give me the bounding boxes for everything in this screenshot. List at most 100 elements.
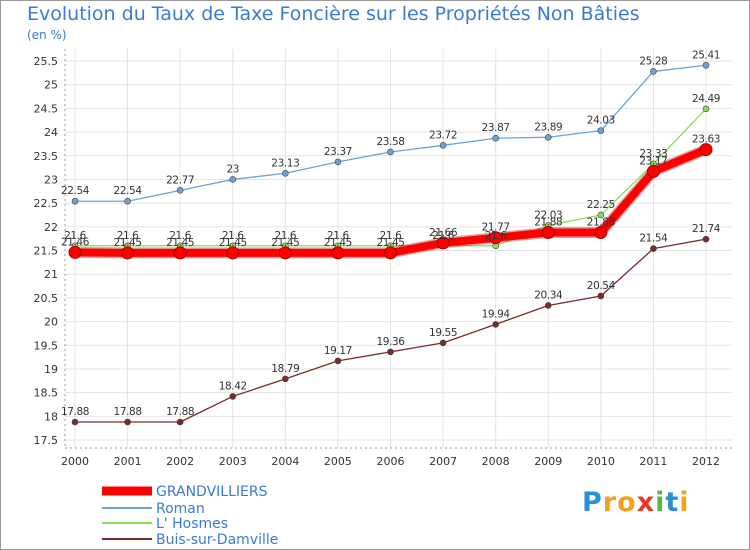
data-label: 23.72	[429, 129, 457, 141]
data-label: 25.41	[692, 49, 720, 61]
data-point	[282, 169, 289, 177]
data-point	[282, 375, 289, 383]
x-tick-label: 2007	[429, 455, 457, 468]
y-tick-label: 24	[44, 126, 58, 139]
data-label: 21.6	[274, 230, 296, 242]
data-label: 21.6	[380, 230, 402, 242]
x-tick-label: 2011	[639, 455, 667, 468]
data-label: 24.49	[692, 93, 720, 105]
data-label: 22.77	[166, 174, 194, 186]
grid-lines	[65, 49, 732, 448]
data-label: 22.25	[587, 199, 615, 211]
axes	[64, 49, 732, 449]
data-label: 21.6	[64, 230, 86, 242]
y-tick-label: 19	[44, 363, 58, 376]
data-label: 23.33	[639, 148, 667, 160]
data-point	[439, 142, 447, 149]
data-label: 23.17	[639, 155, 667, 167]
x-tick-label: 2002	[166, 455, 194, 468]
y-tick-label: 21	[44, 268, 58, 281]
data-point	[229, 393, 237, 400]
data-label: 21.6	[169, 230, 191, 242]
data-label: 21.6	[327, 230, 349, 242]
data-label: 24.03	[587, 115, 615, 127]
data-label: 23.87	[482, 122, 510, 134]
data-point	[176, 418, 184, 426]
data-label: 17.88	[114, 406, 142, 418]
data-label: 20.54	[587, 280, 616, 292]
data-point	[702, 235, 710, 243]
logo-letter: i	[655, 487, 666, 518]
logo-letter: P	[582, 487, 603, 518]
x-tick-label: 2005	[324, 455, 352, 468]
data-label: 18.42	[219, 380, 247, 392]
data-point	[278, 246, 292, 260]
data-label: 21.45	[271, 237, 299, 249]
y-tick-label: 24.5	[34, 102, 59, 115]
y-tick-label: 23.5	[34, 150, 59, 163]
data-point	[334, 158, 342, 166]
legend-label: Roman	[156, 501, 205, 517]
data-point	[68, 245, 82, 259]
series-points	[68, 61, 713, 426]
data-label: 19.36	[376, 336, 405, 348]
data-label: 23.37	[324, 146, 352, 158]
data-point	[597, 292, 605, 300]
data-labels: 21.46 21.45 21.45 21.45 21.45 21.45 21.45 21.66…	[61, 49, 721, 418]
x-tick-label: 2008	[482, 455, 510, 468]
x-tick-label: 2004	[271, 455, 299, 468]
data-point	[334, 357, 342, 365]
data-label: 21.45	[166, 237, 194, 249]
data-label: 23.89	[534, 121, 562, 133]
data-label: 21.66	[429, 227, 458, 239]
unit-label: (en %)	[27, 28, 67, 42]
x-tick-label: 2000	[61, 455, 89, 468]
data-point	[173, 246, 187, 260]
data-point	[702, 105, 710, 113]
data-label: 21.6	[485, 230, 507, 242]
data-point	[594, 225, 608, 239]
data-label: 22.54	[114, 185, 143, 197]
x-tick-label: 2006	[377, 455, 405, 468]
data-label: 23.58	[376, 136, 404, 148]
y-tick-label: 22.5	[34, 197, 59, 210]
data-point	[544, 302, 552, 309]
data-label: 22.03	[534, 209, 562, 221]
data-point	[226, 246, 240, 260]
data-label: 17.88	[61, 406, 89, 418]
logo-letter: t	[665, 487, 680, 518]
data-label: 21.6	[117, 230, 139, 242]
data-point	[387, 148, 394, 156]
data-point	[124, 197, 131, 205]
data-label: 21.46	[61, 236, 90, 248]
data-point	[650, 68, 657, 75]
data-label: 19.94	[482, 308, 511, 320]
data-label: 17.88	[166, 406, 194, 418]
data-label: 21.74	[692, 223, 721, 235]
data-point	[699, 143, 713, 157]
legend-label: L' Hosmes	[156, 516, 228, 532]
chart-title: Evolution du Taux de Taxe Foncière sur l…	[27, 3, 640, 25]
x-tick-labels: 2000 2001 2002 2003 2004 2005 2006 2007 2008 2009…	[61, 455, 720, 468]
y-tick-label: 18.5	[34, 387, 59, 400]
y-tick-label: 23	[44, 173, 58, 186]
data-point	[229, 176, 237, 183]
data-label: 25.28	[639, 55, 667, 67]
data-point	[702, 61, 710, 69]
data-point	[544, 133, 552, 141]
proxiti-logo: Proxiti	[582, 487, 690, 518]
data-label: 18.79	[271, 363, 299, 375]
legend-label: GRANDVILLIERS	[156, 484, 268, 500]
y-tick-label: 21.5	[34, 245, 59, 258]
data-point	[597, 211, 605, 219]
data-label: 21.88	[534, 216, 562, 228]
data-label: 19.55	[429, 327, 457, 339]
y-tick-labels: 17.5 18 18.5 19 19.5 20 20.5 21 21.5 22 22.5 23 23.5…	[34, 55, 59, 447]
data-label: 21.6	[432, 230, 454, 242]
data-label: 21.45	[376, 237, 404, 249]
y-tick-label: 25.5	[34, 55, 59, 68]
data-point	[387, 348, 394, 356]
data-label: 21.45	[324, 237, 352, 249]
